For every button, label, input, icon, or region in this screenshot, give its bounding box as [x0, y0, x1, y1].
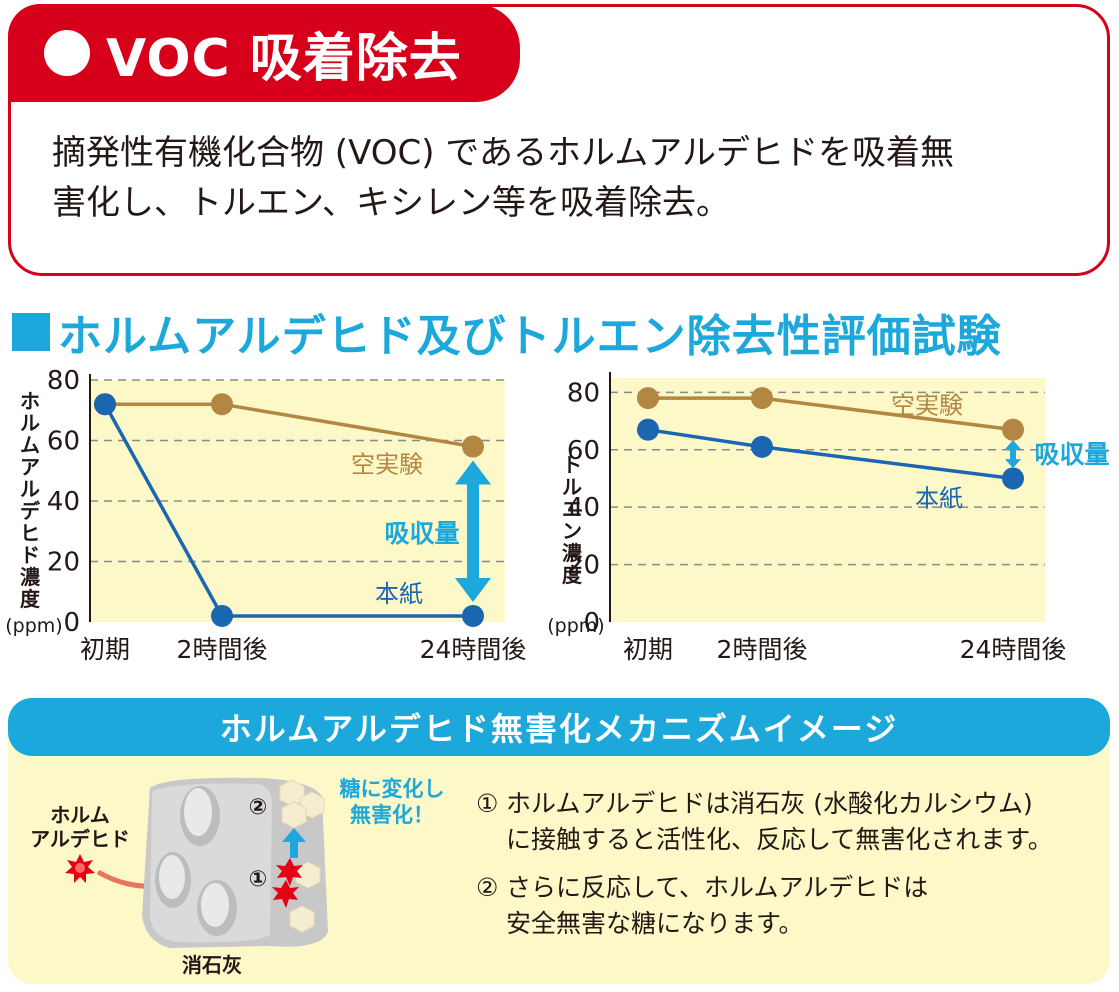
y-axis-label-char: デ	[20, 499, 41, 523]
data-point	[211, 393, 233, 416]
data-point	[94, 393, 116, 416]
y-axis-label-char: ヒ	[20, 521, 40, 545]
y-tick-label: 80	[47, 366, 80, 396]
voc-title: VOC 吸着除去	[106, 28, 462, 89]
y-axis-label-char: ル	[562, 475, 582, 499]
y-axis-label-char: エ	[562, 497, 582, 521]
data-point	[1002, 418, 1024, 441]
y-axis-label-char: 濃	[562, 541, 583, 565]
x-tick-label: 2時間後	[717, 635, 808, 664]
y-axis-label-char: ル	[20, 477, 40, 501]
voc-description: 摘発性有機化合物 (VOC) であるホルムアルデヒドを吸着無 害化し、トルエン、…	[52, 128, 1092, 228]
y-tick-label: 40	[567, 493, 600, 523]
x-tick-label: 初期	[623, 635, 673, 664]
slaked-lime-label: 消石灰	[182, 953, 242, 977]
series-label: 本紙	[375, 580, 423, 608]
absorption-label: 吸収量	[1034, 440, 1109, 469]
y-tick-label: 0	[583, 608, 600, 638]
sugar-label-line1: 糖に変化し	[340, 777, 445, 801]
step-1-number: ①	[476, 789, 499, 818]
y-tick-label: 40	[47, 487, 80, 517]
marker-1-label: ①	[249, 867, 268, 892]
absorption-label: 吸収量	[384, 519, 459, 548]
y-axis-label-char: ア	[20, 455, 40, 479]
absorption-arrow-head-up	[1005, 440, 1021, 450]
mechanism-illustration: ホルム アルデヒド ② ① 糖に変化し 無害化！ 消石灰	[30, 777, 445, 977]
y-axis-label-char: ン	[562, 519, 582, 543]
data-point	[751, 387, 773, 410]
absorption-arrow-icon	[455, 460, 491, 602]
plot-area	[610, 378, 1045, 622]
y-axis-unit: (ppm)	[5, 615, 62, 637]
data-point	[751, 435, 773, 458]
y-tick-label: 20	[47, 548, 80, 578]
y-axis-label-char: 度	[562, 563, 583, 587]
x-tick-label: 24時間後	[420, 635, 527, 664]
series-label: 空実験	[891, 392, 963, 420]
x-tick-label: 24時間後	[960, 635, 1067, 664]
y-axis-unit: (ppm)	[547, 615, 604, 637]
data-point	[637, 418, 659, 441]
data-point	[462, 435, 484, 458]
mechanism-step-2: ② さらに反応して、ホルムアルデヒドは 安全無害な糖になります。	[476, 870, 1106, 942]
absorption-arrow-shaft	[1010, 448, 1016, 461]
x-tick-label: 2時間後	[177, 635, 268, 664]
absorption-arrow-shaft	[467, 482, 479, 580]
y-axis-label-char: 濃	[20, 565, 41, 589]
mechanism-step-1: ① ホルムアルデヒドは消石灰 (水酸化カルシウム) に接触すると活性化、反応して無…	[476, 786, 1106, 858]
voc-title-tab: VOC 吸着除去	[8, 4, 520, 102]
absorption-arrow-head-up	[455, 460, 491, 485]
y-axis-label-char: ト	[562, 453, 582, 477]
y-axis-label-char: ル	[20, 411, 40, 435]
data-point	[1002, 467, 1024, 490]
data-point	[462, 604, 484, 627]
absorption-arrow-icon	[1005, 440, 1021, 469]
mechanism-header: ホルムアルデヒド無害化メカニズムイメージ	[8, 698, 1110, 756]
bullet-dot-icon	[44, 30, 90, 76]
voc-description-line1: 摘発性有機化合物 (VOC) であるホルムアルデヒドを吸着無	[52, 133, 954, 173]
y-axis-label-char: ド	[20, 543, 40, 567]
test-heading: ホルムアルデヒド及びトルエン除去性評価試験	[12, 302, 1002, 362]
y-tick-label: 60	[47, 427, 80, 457]
y-axis-label-char: ム	[20, 433, 40, 457]
test-heading-text: ホルムアルデヒド及びトルエン除去性評価試験	[58, 311, 1002, 362]
voc-description-line2: 害化し、トルエン、キシレン等を吸着除去。	[52, 183, 730, 223]
mechanism-heading: ホルムアルデヒド無害化メカニズムイメージ	[219, 710, 899, 748]
y-tick-label: 20	[567, 551, 600, 581]
marker-2-label: ②	[249, 795, 268, 820]
step-2-number: ②	[476, 873, 499, 902]
slaked-lime-particle	[142, 777, 328, 948]
formaldehyde-label-line2: アルデヒド	[30, 827, 130, 851]
step-1-line2: に接触すると活性化、反応して無害化されます。	[506, 825, 1053, 854]
absorption-arrow-head-down	[1005, 459, 1021, 469]
absorption-arrow-head-down	[455, 577, 491, 602]
formaldehyde-molecule-icon	[65, 854, 95, 883]
sugar-label-line2: 無害化！	[350, 803, 434, 827]
step-2-line1: さらに反応して、ホルムアルデヒドは	[506, 873, 929, 902]
data-point	[637, 387, 659, 410]
x-tick-label: 初期	[80, 635, 130, 664]
y-tick-label: 80	[567, 378, 600, 408]
heading-square-icon	[12, 313, 50, 351]
series-label: 空実験	[351, 451, 423, 479]
y-axis-label-char: ホ	[20, 389, 40, 413]
y-tick-label: 60	[567, 436, 600, 466]
series-label: 本紙	[915, 484, 963, 512]
y-axis-label-char: 度	[20, 587, 41, 611]
step-1-line1: ホルムアルデヒドは消石灰 (水酸化カルシウム)	[506, 789, 1033, 818]
data-point	[211, 604, 233, 627]
conversion-arrow-icon	[282, 828, 306, 858]
y-tick-label: 0	[63, 608, 80, 638]
formaldehyde-label-line1: ホルム	[50, 803, 110, 827]
step-2-line2: 安全無害な糖になります。	[506, 909, 804, 938]
